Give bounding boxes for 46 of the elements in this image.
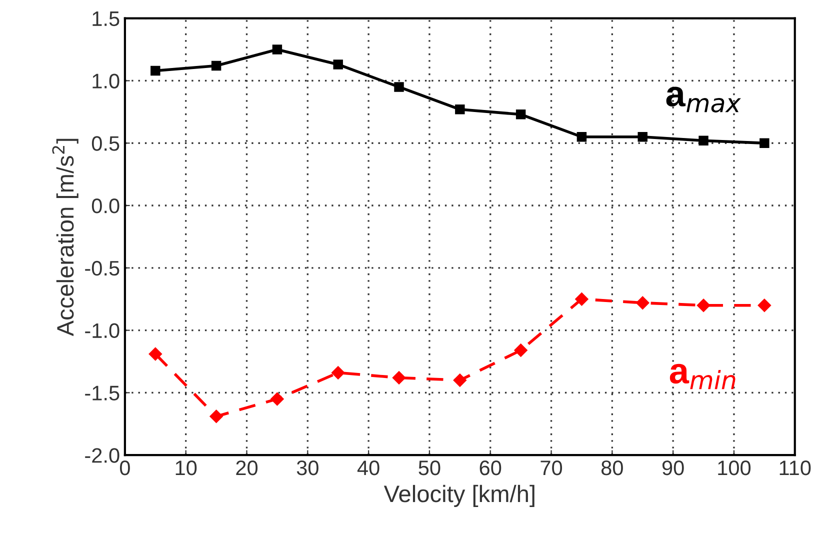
x-tick-label: 90 xyxy=(662,460,684,476)
x-tick-label: 10 xyxy=(176,460,197,476)
point xyxy=(332,366,345,380)
x-tick-label: 60 xyxy=(480,460,502,476)
point xyxy=(150,66,160,76)
series-label: a$_{min}$ xyxy=(670,364,736,390)
point xyxy=(696,298,710,312)
point xyxy=(210,410,223,423)
point xyxy=(514,344,528,357)
y-tick-label: -1.0 xyxy=(85,323,120,338)
x-tick-label: 20 xyxy=(236,460,258,476)
x-tick-label: 100 xyxy=(718,460,751,476)
x-tick-label: 80 xyxy=(601,460,623,476)
x-tick-label: 0 xyxy=(120,460,130,476)
y-tick-label: 1.5 xyxy=(92,12,120,26)
point xyxy=(636,296,650,310)
y-tick-label: -0.5 xyxy=(85,260,120,276)
x-tick-label: 30 xyxy=(296,460,318,476)
x-tick-label: 70 xyxy=(540,460,562,476)
y-tick-label: -1.5 xyxy=(85,386,120,400)
x-tick-label: 110 xyxy=(780,460,811,476)
point xyxy=(576,132,587,142)
point xyxy=(211,60,222,71)
point xyxy=(758,298,772,312)
y-tick-label: 1.0 xyxy=(92,74,120,88)
point xyxy=(455,104,465,114)
point xyxy=(333,60,343,70)
point xyxy=(394,82,404,92)
point xyxy=(392,371,406,384)
point xyxy=(148,347,162,361)
point xyxy=(453,374,466,387)
x-tick-label: 50 xyxy=(418,460,440,476)
point xyxy=(638,132,648,142)
point xyxy=(698,136,708,146)
point xyxy=(575,292,588,306)
x-axis-title: Velocity [km/h] xyxy=(384,484,534,507)
y-tick-label: 0.0 xyxy=(92,198,120,214)
series-label: a$_{max}$ xyxy=(666,86,741,112)
y-tick-label: 0.5 xyxy=(92,136,120,151)
y-axis-title: Acceleration [m/s$^{2}$] xyxy=(52,138,78,336)
y-tick-label: -2.0 xyxy=(85,448,120,463)
point xyxy=(760,138,770,148)
point xyxy=(270,392,284,406)
point xyxy=(516,110,526,120)
x-tick-label: 40 xyxy=(357,460,380,476)
point xyxy=(272,44,282,54)
